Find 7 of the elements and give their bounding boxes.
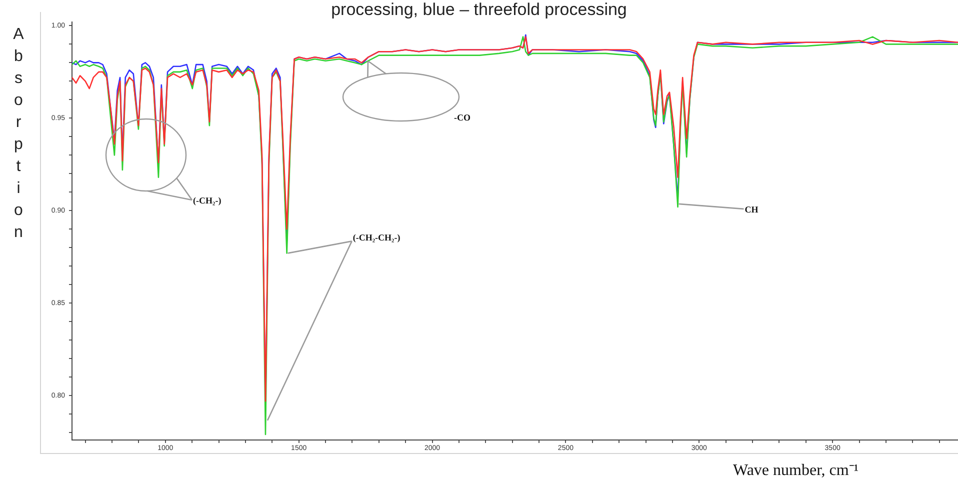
annotation: -CO bbox=[454, 112, 470, 122]
x-axis-title: Wave number, cm⁻¹ bbox=[733, 461, 859, 480]
annotation: (-CH₂-CH₂-) bbox=[352, 232, 400, 243]
annotation: (-CH₂-) bbox=[193, 195, 222, 206]
y-axis-title: Absorption bbox=[9, 26, 27, 246]
chart-title: processing, blue – threefold processing bbox=[330, 0, 628, 20]
annotation: CH bbox=[744, 204, 758, 214]
